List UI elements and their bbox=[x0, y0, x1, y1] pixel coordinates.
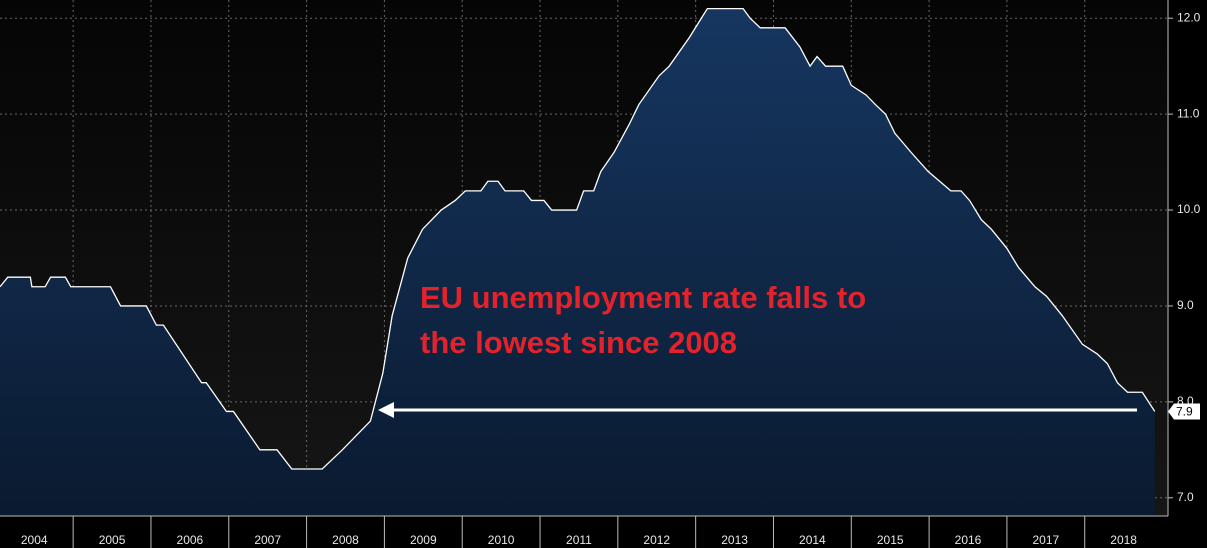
annotation: EU unemployment rate falls to bbox=[420, 280, 866, 315]
y-tick-label: 11.0 bbox=[1177, 106, 1200, 120]
area bbox=[0, 8, 1155, 517]
y-tick-label: 12.0 bbox=[1177, 10, 1201, 24]
x-tick-label: 2008 bbox=[332, 533, 359, 547]
x-tick-label: 2014 bbox=[799, 533, 826, 547]
x-tick-label: 2005 bbox=[99, 533, 126, 547]
annotation: the lowest since 2008 bbox=[420, 325, 737, 360]
y-tick-label: 9.0 bbox=[1177, 298, 1194, 312]
x-tick-label: 2006 bbox=[177, 533, 204, 547]
x-tick-label: 2016 bbox=[955, 533, 982, 547]
x-tick-label: 2017 bbox=[1032, 533, 1059, 547]
y-tick-label: 10.0 bbox=[1177, 202, 1201, 216]
x-tick-label: 2004 bbox=[21, 533, 48, 547]
x-tick-label: 2015 bbox=[877, 533, 904, 547]
x-tick-label: 2007 bbox=[254, 533, 281, 547]
x-tick-label: 2012 bbox=[643, 533, 670, 547]
y-tick-label: 7.0 bbox=[1177, 490, 1194, 504]
last-value-box bbox=[1168, 403, 1200, 420]
arrow-head bbox=[378, 402, 394, 418]
x-tick-label: 2013 bbox=[721, 533, 748, 547]
x-tick-label: 2018 bbox=[1110, 533, 1137, 547]
last-value-label: 7.9 bbox=[1176, 405, 1193, 419]
line bbox=[0, 7, 1156, 470]
x-tick-label: 2010 bbox=[488, 533, 515, 547]
x-tick-label: 2011 bbox=[566, 533, 592, 547]
x-tick-label: 2009 bbox=[410, 533, 437, 547]
